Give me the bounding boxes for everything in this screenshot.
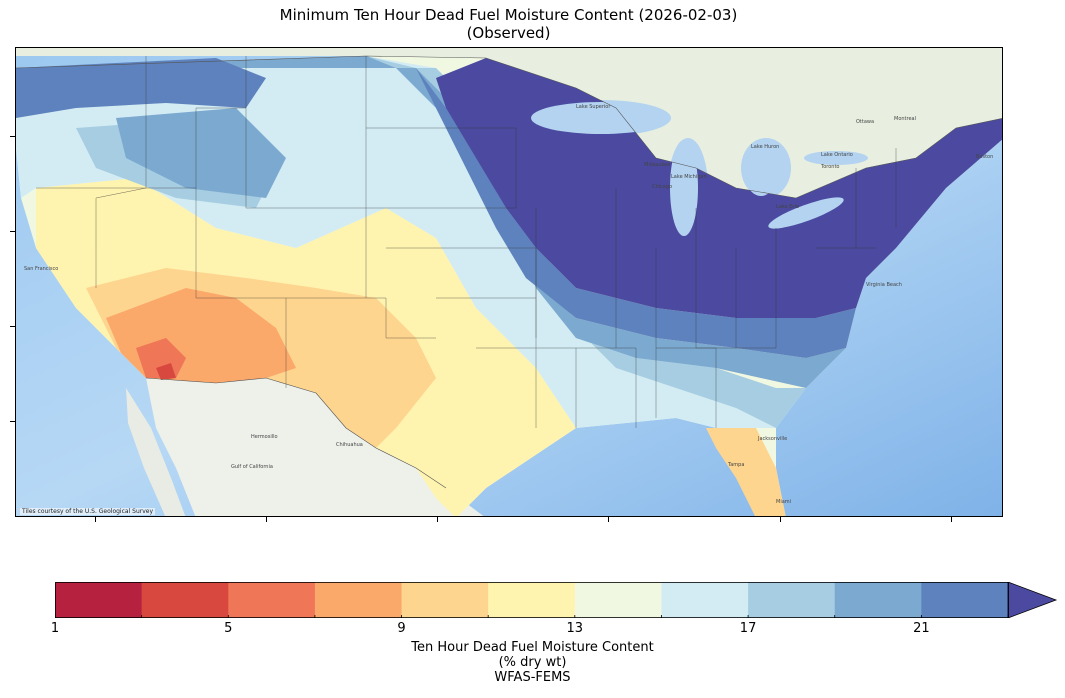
map-subtitle: (Observed) (466, 24, 551, 42)
city-label-hermosillo: Hermosillo (251, 434, 278, 440)
colorbar-tick-label: 1 (50, 621, 60, 636)
colorbar-segment (55, 582, 143, 618)
city-label-tampa: Tampa (727, 462, 744, 468)
x-axis-tick (951, 517, 952, 522)
y-axis-tick (10, 326, 15, 327)
city-label-jacksonville: Jacksonville (757, 436, 787, 442)
colorbar-svg (55, 582, 1058, 618)
y-axis-tick (10, 231, 15, 232)
map-canvas: San Francisco Hermosillo Chihuahua Milwa… (16, 48, 1002, 516)
city-label-milwaukee: Milwaukee (644, 162, 670, 168)
colorbar-segment (314, 582, 403, 618)
x-axis-tick (266, 517, 267, 522)
lake-huron-overlay (743, 140, 779, 196)
colorbar-segment (141, 582, 229, 618)
colorbar-segment (834, 582, 922, 618)
map-panel[interactable]: San Francisco Hermosillo Chihuahua Milwa… (15, 47, 1003, 517)
zone-21 (16, 58, 856, 358)
colorbar-segment (574, 582, 662, 618)
x-axis-tick (608, 517, 609, 522)
city-label-chihuahua: Chihuahua (336, 442, 363, 448)
colorbar-tick-label: 21 (913, 621, 930, 636)
city-label-toronto: Toronto (820, 164, 839, 170)
label-lake-superior: Lake Superior (576, 104, 611, 110)
zone-19 (16, 56, 846, 388)
x-axis-tick (780, 517, 781, 522)
colorbar-label-line2: (% dry wt) (498, 655, 567, 670)
colorbar-segment (748, 582, 836, 618)
us-canada-border (16, 55, 1002, 199)
colorbar-label-line1: Ten Hour Dead Fuel Moisture Content (411, 640, 654, 655)
label-gulf-of-california: Gulf of California (231, 464, 273, 470)
state-boundaries (36, 56, 897, 428)
map-title-block: Minimum Ten Hour Dead Fuel Moisture Cont… (0, 6, 1017, 42)
label-lake-michigan: Lake Michigan (671, 174, 707, 180)
label-lake-huron: Lake Huron (751, 144, 779, 150)
us-mexico-border (145, 377, 447, 489)
lake-superior-overlay (531, 102, 671, 134)
colorbar-segment (661, 582, 749, 618)
colorbar-tick-label: 5 (224, 621, 233, 636)
lake-ontario (804, 151, 868, 165)
label-lake-erie: Lake Erie (776, 204, 799, 210)
x-axis-tick (95, 517, 96, 522)
city-label-chicago: Chicago (652, 184, 672, 190)
colorbar-tick-label: 17 (739, 621, 757, 636)
colorbar-label-line3: WFAS-FEMS (494, 670, 571, 685)
y-axis-tick (10, 136, 15, 137)
colorbar-outline (55, 582, 1009, 618)
colorbar-tick-label: 13 (566, 621, 584, 636)
lake-michigan-overlay (670, 140, 698, 236)
colorbar-extend-arrow (1007, 582, 1058, 618)
colorbar-tick-label: 9 (397, 621, 406, 636)
florida-zone (706, 428, 786, 516)
lake-erie (768, 197, 844, 229)
colorbar-label: Ten Hour Dead Fuel Moisture Content (% d… (0, 640, 1065, 685)
city-label-ottawa: Ottawa (856, 119, 874, 125)
label-lake-ontario: Lake Ontario (821, 152, 853, 158)
colorbar-segment (488, 582, 576, 618)
colorbar (55, 582, 1060, 618)
map-title: Minimum Ten Hour Dead Fuel Moisture Cont… (279, 6, 738, 24)
city-label-virginia-beach: Virginia Beach (866, 282, 902, 288)
zone-7 (136, 338, 186, 378)
colorbar-segment (228, 582, 316, 618)
mexico-land (146, 378, 484, 516)
colorbar-segment (401, 582, 489, 618)
colorbar-segment (921, 582, 1009, 618)
map-attribution: Tiles courtesy of the U.S. Geological Su… (20, 508, 156, 515)
city-label-montreal: Montreal (894, 116, 916, 122)
y-axis-tick (10, 421, 15, 422)
city-label-boston: Boston (976, 154, 993, 160)
x-axis-tick (437, 517, 438, 522)
city-label-san-francisco: San Francisco (24, 266, 58, 272)
city-label-miami: Miami (776, 499, 791, 505)
baja-land (126, 388, 186, 516)
zone-5 (156, 363, 176, 380)
